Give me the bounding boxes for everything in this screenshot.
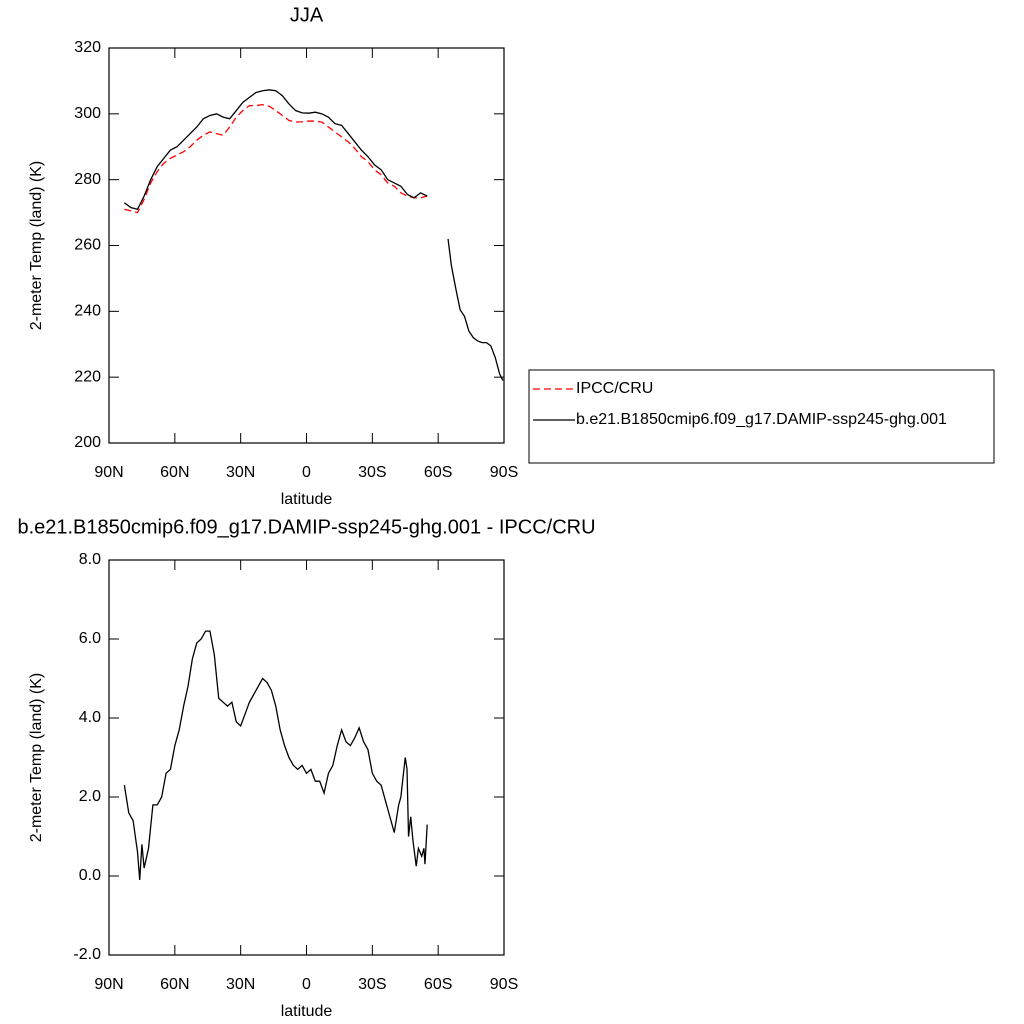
y-tick-label: 2.0 [79,788,101,805]
plot-frame [108,559,505,956]
x-axis-label: latitude [281,491,333,508]
x-tick-label: 30S [358,976,386,993]
y-tick-label: 240 [74,303,101,320]
plot-frame [108,47,505,444]
x-tick-label: 90N [94,976,123,993]
x-tick-label: 60N [160,464,189,481]
chart-title: JJA [290,4,324,26]
x-tick-label: 90S [490,976,518,993]
y-tick-label: 260 [74,237,101,254]
x-tick-label: 30S [358,464,386,481]
y-axis-label: 2-meter Temp (land) (K) [28,673,45,843]
y-tick-label: 280 [74,171,101,188]
legend-box [528,369,995,464]
chart-title: b.e21.B1850cmip6.f09_g17.DAMIP-ssp245-gh… [17,516,595,538]
y-axis-label: 2-meter Temp (land) (K) [28,161,45,331]
data-line [123,89,504,381]
x-tick-label: 30N [226,976,255,993]
y-tick-label: 6.0 [79,630,101,647]
y-tick-label: 0.0 [79,867,101,884]
y-tick-label: 220 [74,368,101,385]
data-line [124,103,428,214]
y-tick-label: 4.0 [79,709,101,726]
x-tick-label: 0 [302,976,311,993]
y-tick-label: 320 [74,39,101,56]
x-tick-label: 60S [424,976,452,993]
y-tick-label: 200 [74,434,101,451]
legend-label: IPCC/CRU [576,380,653,397]
y-tick-label: 300 [74,105,101,122]
x-tick-label: 0 [302,464,311,481]
x-tick-label: 60S [424,464,452,481]
y-tick-label: -2.0 [73,946,101,963]
x-tick-label: 90N [94,464,123,481]
legend-label: b.e21.B1850cmip6.f09_g17.DAMIP-ssp245-gh… [576,411,947,428]
data-line [123,630,428,881]
y-tick-label: 8.0 [79,551,101,568]
x-axis-label: latitude [281,1003,333,1020]
x-tick-label: 60N [160,976,189,993]
x-tick-label: 30N [226,464,255,481]
x-tick-label: 90S [490,464,518,481]
